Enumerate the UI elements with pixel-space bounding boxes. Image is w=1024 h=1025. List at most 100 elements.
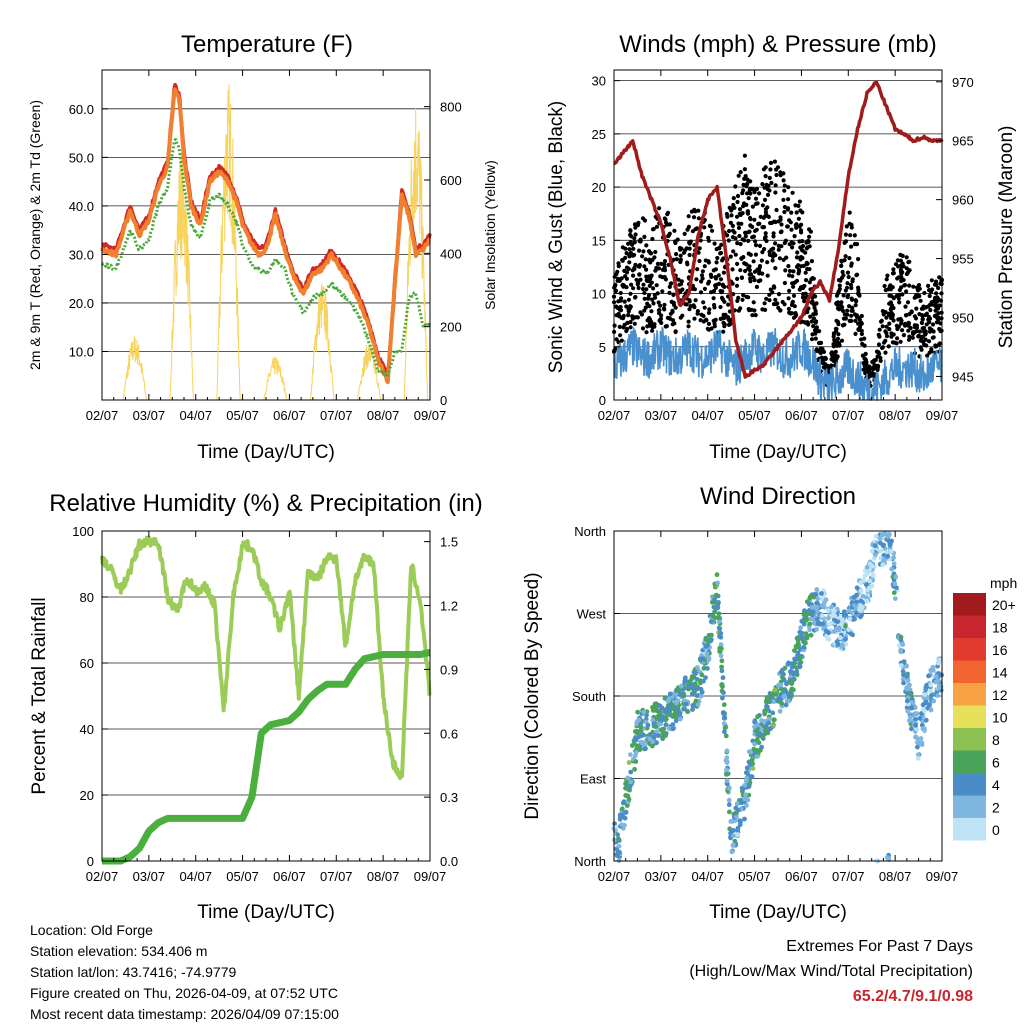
gust-point: [845, 270, 851, 275]
direction-point: [825, 608, 831, 613]
gust-point: [721, 270, 727, 275]
direction-point: [762, 711, 767, 717]
direction-point: [881, 556, 887, 562]
gust-point: [834, 329, 839, 334]
gust-point: [897, 300, 902, 305]
gust-point: [813, 327, 819, 332]
gust-point: [728, 254, 733, 259]
direction-point: [714, 572, 720, 578]
precip-y2-tick-label: 1.2: [440, 599, 458, 614]
gust-point: [849, 244, 854, 249]
direction-point: [815, 596, 821, 602]
gust-point: [800, 239, 805, 244]
legend-swatch: [953, 795, 986, 818]
legend-swatch: [953, 773, 986, 796]
gust-point: [891, 332, 896, 337]
gust-point: [930, 322, 936, 327]
gust-point: [633, 294, 638, 300]
direction-point: [726, 802, 732, 808]
gust-point: [663, 277, 669, 282]
gust-point: [884, 315, 889, 320]
gust-point: [721, 256, 726, 261]
temperature-x-tick-label: 09/07: [414, 408, 447, 423]
direction-point: [881, 542, 886, 548]
gust-point: [906, 328, 911, 333]
direction-point: [624, 803, 630, 808]
gust-point: [733, 184, 738, 189]
gust-point: [757, 191, 762, 196]
temperature-ylabel: 2m & 9m T (Red, Orange) & 2m Td (Green): [27, 100, 43, 370]
gust-point: [898, 252, 903, 257]
direction-point: [829, 604, 835, 610]
legend-swatch: [953, 638, 986, 661]
gust-point: [898, 339, 903, 344]
gust-point: [660, 289, 665, 294]
direction-point: [708, 619, 714, 624]
direction-point: [848, 631, 853, 636]
direction-point: [814, 600, 820, 606]
gust-point: [615, 305, 620, 310]
gust-point: [907, 283, 912, 288]
gust-point: [653, 249, 658, 255]
temperature-y-tick-label: 50.0: [69, 150, 94, 165]
gust-point: [871, 360, 876, 365]
direction-point: [720, 710, 726, 715]
gust-point: [774, 172, 779, 178]
gust-point: [685, 227, 690, 232]
gust-point: [628, 232, 633, 237]
direction-point: [843, 623, 848, 629]
gust-point: [790, 190, 795, 195]
solar-y2-tick-label: 200: [440, 320, 462, 335]
pressure-y2-tick-label: 970: [952, 75, 974, 90]
direction-point: [832, 608, 837, 614]
gust-point: [885, 273, 890, 278]
gust-point: [739, 275, 745, 280]
gust-point: [658, 303, 663, 308]
temperature-plot-frame: [101, 69, 431, 401]
gust-point: [663, 217, 668, 222]
direction-point: [784, 681, 789, 687]
gust-point: [712, 241, 717, 246]
gust-point: [933, 308, 938, 313]
direction-point: [819, 596, 825, 601]
gust-point: [764, 296, 769, 301]
temperature-x-tick-label: 04/07: [179, 408, 212, 423]
humidity-title: Relative Humidity (%) & Precipitation (i…: [49, 490, 482, 517]
gust-point: [847, 210, 852, 215]
direction-point: [920, 702, 926, 708]
direction-point: [798, 625, 803, 631]
direction-point: [693, 698, 699, 704]
gust-point: [884, 334, 890, 339]
gust-point: [647, 283, 652, 288]
legend-label: 2: [992, 800, 1000, 816]
gust-point: [762, 236, 768, 241]
direction-point: [843, 636, 848, 642]
gust-point: [900, 328, 905, 333]
gust-point: [845, 308, 850, 313]
gust-point: [889, 294, 894, 299]
direction-point: [819, 613, 825, 618]
direction-point: [763, 698, 769, 704]
direction-point: [627, 784, 633, 789]
direction-point: [878, 548, 883, 554]
direction-point: [928, 707, 934, 713]
gust-point: [808, 314, 813, 319]
solar-y2-tick-label: 0: [440, 393, 447, 408]
direction-point: [779, 701, 785, 706]
gust-point: [786, 185, 791, 190]
winds-y-tick-label: 5: [599, 340, 606, 355]
direction-point: [636, 734, 642, 740]
gust-point: [841, 293, 846, 298]
winds-x-tick-label: 04/07: [691, 408, 724, 423]
gust-point: [757, 270, 762, 275]
gust-point: [781, 178, 786, 183]
direction-point: [933, 674, 939, 679]
direction-point: [914, 711, 919, 717]
gust-point: [738, 306, 743, 311]
gust-point: [751, 275, 756, 280]
direction-point: [756, 740, 762, 746]
gust-point: [781, 197, 786, 202]
gust-point: [912, 314, 918, 319]
gust-point: [696, 216, 701, 221]
